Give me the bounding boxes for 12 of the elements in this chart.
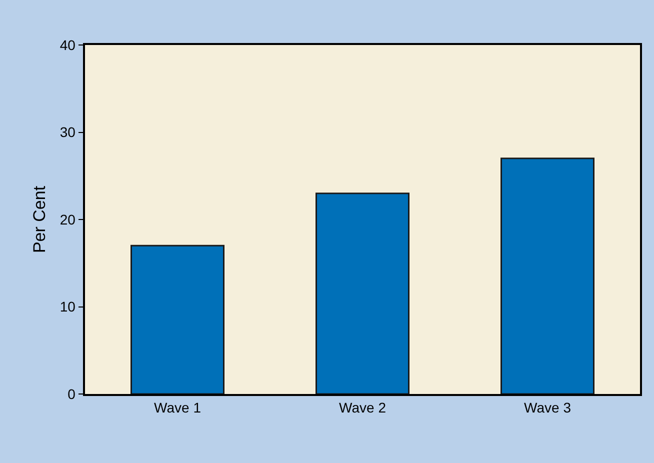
y-axis-title: Per Cent xyxy=(30,186,49,254)
x-tick-label: Wave 2 xyxy=(339,400,386,416)
y-tick-label: 40 xyxy=(60,36,76,53)
y-tick-label: 0 xyxy=(68,386,76,402)
bar xyxy=(316,192,410,394)
bar xyxy=(500,158,594,394)
y-tick-label: 20 xyxy=(60,211,76,228)
y-tick-label: 10 xyxy=(60,298,76,315)
bar xyxy=(130,244,224,394)
x-tick-label: Wave 3 xyxy=(524,400,572,416)
y-tick-label: 30 xyxy=(60,124,76,140)
x-tick-label: Wave 1 xyxy=(154,400,202,416)
